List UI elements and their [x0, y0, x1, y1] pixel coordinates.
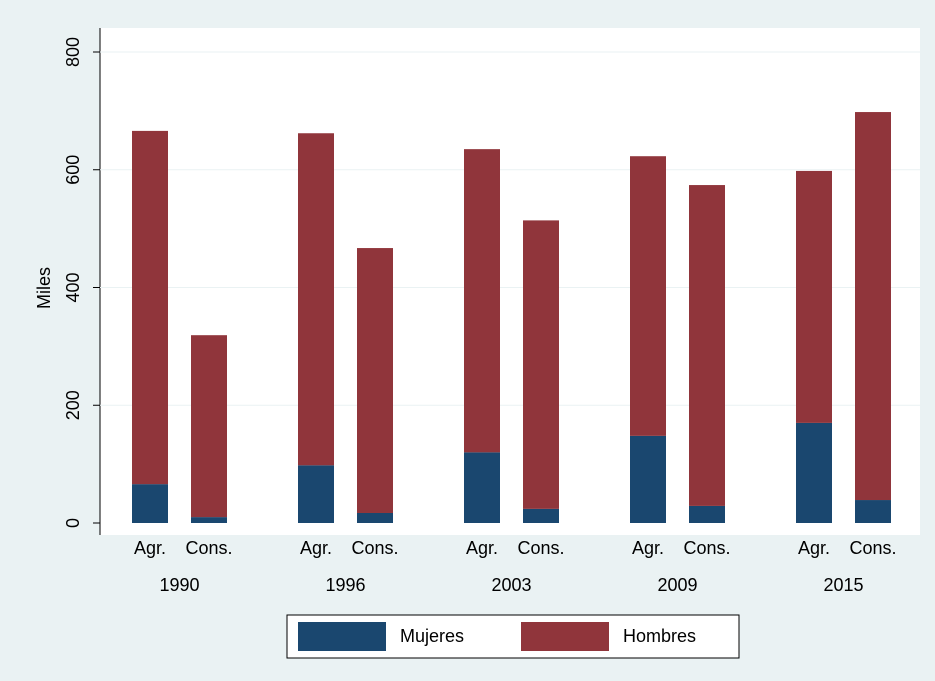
x-tick-label: Cons.	[849, 538, 896, 558]
group-label: 1990	[159, 575, 199, 595]
y-tick-label: 800	[63, 37, 83, 67]
bar-segment	[523, 220, 559, 509]
legend-swatch	[298, 622, 386, 651]
legend-label: Mujeres	[400, 626, 464, 646]
bar-segment	[132, 130, 168, 485]
legend-label: Hombres	[623, 626, 696, 646]
bar-segment	[298, 133, 334, 466]
bar-segment	[464, 452, 500, 523]
plot-area	[100, 28, 920, 535]
x-tick-label: Cons.	[351, 538, 398, 558]
group-label: 1996	[325, 575, 365, 595]
x-tick-label: Agr.	[300, 538, 332, 558]
bar-segment	[523, 508, 559, 523]
group-label: 2009	[657, 575, 697, 595]
y-tick-label: 600	[63, 155, 83, 185]
bar-segment	[298, 465, 334, 523]
bar-segment	[132, 484, 168, 523]
bar-segment	[191, 335, 227, 518]
group-label: 2003	[491, 575, 531, 595]
bar-segment	[855, 112, 891, 501]
x-tick-label: Cons.	[185, 538, 232, 558]
bar-segment	[855, 500, 891, 523]
legend-swatch	[521, 622, 609, 651]
bar-segment	[630, 156, 666, 436]
bar-segment	[689, 505, 725, 523]
y-axis-label: Miles	[34, 267, 54, 309]
x-tick-label: Agr.	[798, 538, 830, 558]
bar-segment	[630, 435, 666, 523]
x-tick-label: Agr.	[632, 538, 664, 558]
x-tick-label: Cons.	[683, 538, 730, 558]
bar-segment	[796, 170, 832, 423]
x-tick-label: Cons.	[517, 538, 564, 558]
bar-segment	[357, 248, 393, 513]
y-tick-label: 0	[63, 518, 83, 528]
bar-segment	[689, 185, 725, 506]
bar-segment	[796, 422, 832, 523]
x-tick-label: Agr.	[134, 538, 166, 558]
bar-segment	[191, 517, 227, 523]
y-tick-label: 200	[63, 390, 83, 420]
group-label: 2015	[823, 575, 863, 595]
y-tick-label: 400	[63, 272, 83, 302]
bar-segment	[464, 149, 500, 453]
bar-segment	[357, 512, 393, 523]
x-tick-label: Agr.	[466, 538, 498, 558]
